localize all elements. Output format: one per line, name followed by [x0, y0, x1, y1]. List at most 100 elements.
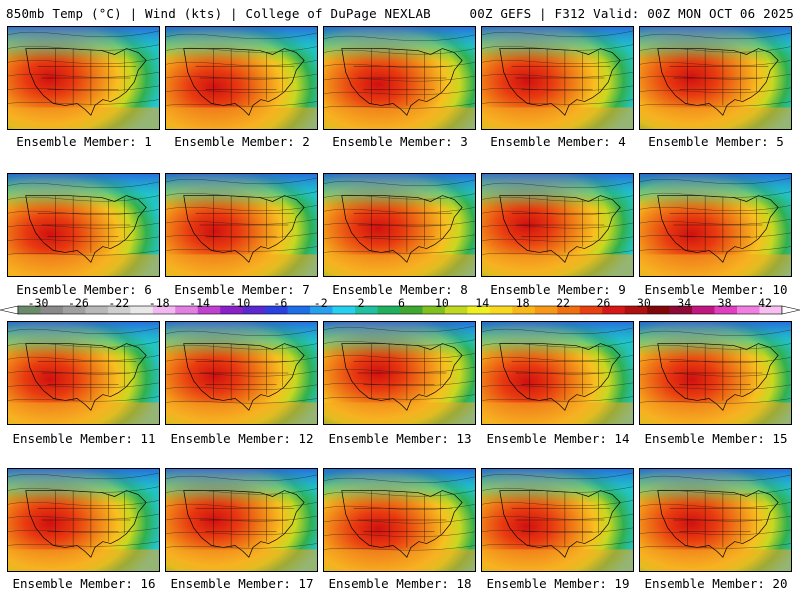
colorbar-swatch — [579, 306, 603, 314]
map-panel — [481, 321, 634, 425]
map-graphic — [640, 27, 791, 129]
map-graphic — [640, 174, 791, 276]
map-panel — [323, 173, 476, 277]
colorbar-swatch — [287, 306, 311, 314]
map-panel — [165, 321, 318, 425]
map-graphic — [166, 322, 317, 424]
map-graphic — [166, 174, 317, 276]
panel-label: Ensemble Member: 15 — [644, 431, 788, 446]
panel-label: Ensemble Member: 6 — [16, 282, 152, 297]
colorbar-swatch — [310, 306, 333, 314]
colorbar-swatch — [332, 306, 356, 314]
panel-label: Ensemble Member: 9 — [490, 282, 626, 297]
colorbar-tick-label: -14 — [189, 296, 210, 310]
colorbar-tick-label: -26 — [67, 296, 89, 310]
colorbar-swatch — [422, 306, 446, 314]
map-graphic — [8, 322, 159, 424]
panel-label: Ensemble Member: 14 — [486, 431, 630, 446]
map-graphic — [166, 27, 317, 129]
map-panel — [7, 26, 160, 130]
colorbar-swatch — [377, 306, 401, 314]
map-graphic — [324, 322, 475, 424]
map-panel — [165, 26, 318, 130]
panel-label: Ensemble Member: 2 — [174, 134, 310, 149]
map-panel — [639, 468, 792, 572]
map-panel — [7, 468, 160, 572]
colorbar-swatch — [669, 306, 693, 314]
colorbar-swatch — [647, 306, 670, 314]
map-graphic — [482, 322, 633, 424]
panel-label: Ensemble Member: 1 — [16, 134, 152, 149]
map-panel — [165, 173, 318, 277]
panel-label: Ensemble Member: 19 — [486, 576, 630, 591]
panel-label: Ensemble Member: 8 — [332, 282, 468, 297]
colorbar-swatch — [692, 306, 715, 314]
map-panel — [481, 26, 634, 130]
map-graphic — [324, 27, 475, 129]
panel-label: Ensemble Member: 7 — [174, 282, 310, 297]
colorbar-swatch — [624, 306, 648, 314]
header-right-title: 00Z GEFS | F312 Valid: 00Z MON OCT 06 20… — [469, 6, 794, 21]
colorbar-swatch — [107, 306, 131, 314]
colorbar-tick-label: 38 — [717, 296, 732, 310]
colorbar-tick-label: 26 — [596, 296, 611, 310]
colorbar-tick-label: 10 — [434, 296, 449, 310]
map-graphic — [640, 469, 791, 571]
map-panel — [165, 468, 318, 572]
colorbar-swatch — [130, 306, 154, 314]
colorbar-swatch — [18, 306, 41, 314]
map-panel — [639, 321, 792, 425]
colorbar-swatch — [197, 306, 221, 314]
colorbar-tick-label: -22 — [108, 296, 130, 310]
colorbar-swatch — [220, 306, 244, 314]
map-graphic — [324, 174, 475, 276]
panel-label: Ensemble Member: 5 — [648, 134, 784, 149]
map-panel — [7, 173, 160, 277]
colorbar-tick-label: -18 — [148, 296, 170, 310]
panel-label: Ensemble Member: 11 — [12, 431, 156, 446]
colorbar-tick-label: 14 — [475, 296, 490, 310]
map-panel — [7, 321, 160, 425]
panel-label: Ensemble Member: 18 — [328, 576, 472, 591]
colorbar-tick-label: -2 — [313, 296, 328, 310]
colorbar-swatch — [152, 306, 176, 314]
temperature-colorbar — [0, 305, 800, 315]
map-panel — [639, 26, 792, 130]
panel-label: Ensemble Member: 3 — [332, 134, 468, 149]
map-graphic — [8, 27, 159, 129]
map-graphic — [8, 469, 159, 571]
colorbar-swatch — [265, 306, 288, 314]
map-graphic — [482, 174, 633, 276]
map-panel — [639, 173, 792, 277]
colorbar-tick-label: 30 — [636, 296, 651, 310]
panel-label: Ensemble Member: 10 — [644, 282, 788, 297]
panel-label: Ensemble Member: 13 — [328, 431, 472, 446]
map-panel — [481, 173, 634, 277]
panel-label: Ensemble Member: 4 — [490, 134, 626, 149]
panel-label: Ensemble Member: 16 — [12, 576, 156, 591]
colorbar-tick-label: 22 — [556, 296, 570, 310]
colorbar-tick-label: -10 — [229, 296, 251, 310]
colorbar-swatch — [714, 306, 738, 314]
colorbar-tick-label: -6 — [273, 296, 288, 310]
colorbar-swatch — [85, 306, 109, 314]
map-graphic — [640, 322, 791, 424]
colorbar-tick-label: 2 — [357, 296, 365, 310]
map-graphic — [166, 469, 317, 571]
map-panel — [323, 26, 476, 130]
colorbar-swatch — [62, 306, 86, 314]
colorbar-swatch — [759, 306, 783, 314]
colorbar-swatch — [40, 306, 64, 314]
colorbar-tick-label: -30 — [27, 296, 49, 310]
map-panel — [323, 468, 476, 572]
colorbar-swatch — [355, 306, 378, 314]
colorbar-tick-label: 6 — [398, 296, 405, 310]
colorbar-swatch — [400, 306, 423, 314]
map-graphic — [482, 27, 633, 129]
colorbar-swatch — [602, 306, 626, 314]
map-panel — [323, 321, 476, 425]
colorbar-swatch — [534, 306, 558, 314]
panel-label: Ensemble Member: 12 — [170, 431, 314, 446]
colorbar-tick-label: 42 — [758, 296, 772, 310]
colorbar-tick-label: 34 — [677, 296, 692, 310]
